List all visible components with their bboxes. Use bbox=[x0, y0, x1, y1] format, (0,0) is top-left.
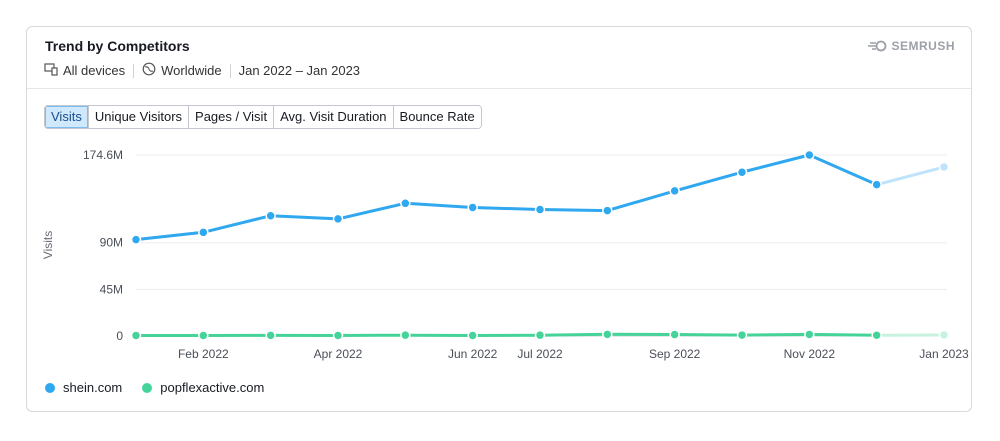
card-header: Trend by Competitors All devices Worldwi… bbox=[27, 27, 971, 89]
data-point-popflex bbox=[400, 329, 411, 341]
tab-unique-visitors[interactable]: Unique Visitors bbox=[88, 106, 190, 128]
legend-label-shein: shein.com bbox=[63, 380, 123, 395]
legend-marker-shein bbox=[45, 382, 55, 393]
x-tick-label: Jul 2022 bbox=[517, 347, 563, 361]
data-point-shein bbox=[265, 210, 276, 221]
data-point-popflex bbox=[602, 329, 613, 340]
divider bbox=[229, 63, 231, 78]
divider bbox=[133, 63, 135, 78]
data-point-shein bbox=[602, 205, 613, 216]
tab-pages-per-visit[interactable]: Pages / Visit bbox=[189, 106, 275, 128]
legend-item-shein[interactable]: shein.com bbox=[45, 380, 122, 395]
data-point-shein bbox=[871, 179, 882, 190]
semrush-logo-icon bbox=[868, 40, 887, 52]
x-tick-label: Sep 2022 bbox=[649, 347, 701, 361]
data-point-shein bbox=[534, 204, 546, 215]
date-range[interactable]: Jan 2022 – Jan 2023 bbox=[238, 63, 361, 78]
card-title: Trend by Competitors bbox=[45, 38, 190, 54]
x-tick-label: Nov 2022 bbox=[784, 347, 836, 361]
y-axis-label: Visits bbox=[41, 231, 55, 259]
metric-tabs: Visits Unique Visitors Pages / Visit Avg… bbox=[44, 105, 482, 129]
devices-icon bbox=[44, 62, 58, 79]
globe-icon bbox=[142, 62, 156, 79]
semrush-logo: SEMRUSH bbox=[867, 39, 955, 53]
data-point-popflex bbox=[534, 329, 546, 341]
y-tick-label: 45M bbox=[100, 282, 123, 296]
chart-legend: shein.com popflexactive.com bbox=[45, 380, 284, 395]
data-point-popflex bbox=[332, 330, 344, 341]
y-tick-label: 90M bbox=[100, 236, 123, 250]
data-point-popflex bbox=[871, 330, 882, 341]
data-point-shein bbox=[130, 234, 142, 245]
filters-row: All devices Worldwide Jan 2022 – Jan 202… bbox=[44, 62, 360, 79]
data-point-shein bbox=[198, 227, 209, 238]
data-point-popflex bbox=[467, 330, 478, 341]
data-point-shein bbox=[669, 185, 680, 197]
data-point-popflex bbox=[669, 329, 680, 340]
x-tick-label: Jan 2023 bbox=[919, 347, 969, 361]
legend-label-popflex: popflexactive.com bbox=[160, 380, 265, 395]
data-point-shein bbox=[467, 202, 478, 213]
tab-bounce-rate[interactable]: Bounce Rate bbox=[393, 106, 481, 128]
legend-marker-popflex bbox=[142, 382, 153, 393]
legend-item-popflex[interactable]: popflexactive.com bbox=[142, 380, 264, 395]
devices-filter[interactable]: All devices bbox=[63, 63, 126, 78]
data-point-shein bbox=[400, 198, 411, 209]
tab-avg-visit-duration[interactable]: Avg. Visit Duration bbox=[274, 106, 394, 128]
series-line-partial-shein bbox=[876, 165, 945, 187]
data-point-popflex bbox=[938, 329, 950, 341]
x-tick-label: Apr 2022 bbox=[314, 347, 363, 361]
tab-visits[interactable]: Visits bbox=[45, 106, 89, 128]
data-point-shein bbox=[736, 166, 748, 178]
series-line-shein bbox=[135, 153, 878, 242]
series-line-popflex bbox=[136, 332, 877, 337]
y-tick-label: 0 bbox=[116, 329, 123, 343]
x-tick-label: Feb 2022 bbox=[178, 347, 229, 361]
data-point-shein bbox=[332, 213, 344, 225]
y-tick-label: 174.6M bbox=[83, 148, 123, 162]
data-point-popflex bbox=[265, 330, 276, 341]
data-point-shein bbox=[804, 149, 815, 161]
brand-name: SEMRUSH bbox=[891, 39, 955, 53]
data-point-popflex bbox=[736, 329, 748, 341]
data-point-shein bbox=[938, 161, 950, 173]
region-filter[interactable]: Worldwide bbox=[161, 63, 222, 78]
data-point-popflex bbox=[804, 329, 815, 340]
trend-card: Trend by Competitors All devices Worldwi… bbox=[26, 26, 972, 412]
data-point-popflex bbox=[198, 330, 209, 341]
data-point-popflex bbox=[130, 330, 142, 341]
x-tick-label: Jun 2022 bbox=[448, 347, 498, 361]
